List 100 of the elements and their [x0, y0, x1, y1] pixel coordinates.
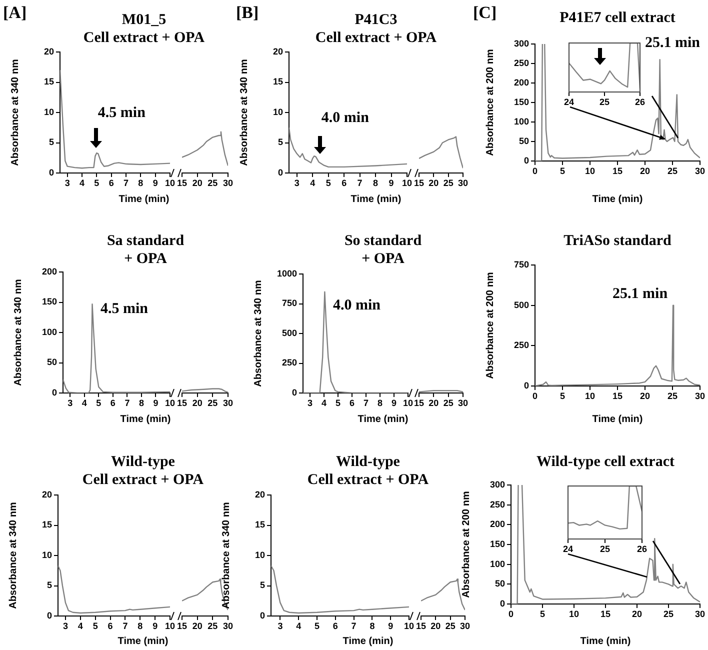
x-tick-label: 7: [363, 398, 369, 408]
x-tick-label: 8: [373, 178, 378, 188]
y-tick-label: 0: [524, 155, 529, 166]
x-tick-label: 3: [68, 398, 73, 408]
y-axis-title: Absorbance at 340 nm: [8, 502, 19, 609]
y-tick-label: 100: [42, 326, 57, 337]
x-tick-label: 5: [335, 398, 341, 408]
x-tick-label: 20: [428, 178, 439, 188]
x-tick-label: 25: [599, 96, 610, 107]
chart-title: P41C3: [354, 12, 398, 28]
x-tick-label: 6: [110, 398, 116, 408]
x-axis-title: Time (min): [579, 636, 632, 648]
x-tick-label: 4: [79, 178, 85, 188]
text: [C]: [473, 3, 497, 23]
y-tick-label: 20: [44, 46, 54, 56]
x-tick-label: 24: [562, 544, 574, 554]
x-tick-label: 30: [460, 620, 470, 631]
chart-subtitle: + OPA: [123, 250, 168, 268]
x-tick-label: 20: [640, 390, 650, 401]
x-tick-label: 15: [176, 398, 188, 408]
x-tick-label: 10: [584, 390, 596, 401]
x-axis-title: Time (min): [342, 636, 394, 648]
x-tick-label: 7: [357, 178, 362, 188]
x-tick-label: 25: [667, 390, 678, 401]
x-tick-label: 3: [307, 398, 313, 408]
x-tick-label: 25: [667, 166, 678, 176]
y-axis-title: Absorbance at 340 nm: [252, 280, 264, 387]
chart-title: Sa standard: [106, 232, 186, 250]
x-tick-label: 10: [584, 166, 596, 176]
y-axis-title: Absorbance at 340 nm: [12, 279, 24, 386]
x-tick-label: 5: [540, 608, 546, 619]
y-tick-label: 150: [490, 538, 505, 549]
x-tick-label: 20: [430, 620, 441, 631]
x-tick-label: 5: [92, 620, 98, 631]
y-tick-label: 5: [48, 137, 54, 148]
y-tick-label: 10: [44, 106, 54, 117]
y-tick-label: 500: [282, 328, 297, 338]
x-tick-label: 4: [78, 620, 83, 631]
x-tick-label: 9: [388, 620, 394, 631]
y-tick-label: 15: [272, 76, 283, 87]
y-axis-title: Absorbance at 340 nm: [220, 502, 232, 609]
x-tick-label: 9: [152, 178, 158, 188]
x-tick-label: 7: [122, 620, 128, 631]
x-tick-label: 25: [445, 620, 456, 631]
x-tick-label: 30: [694, 608, 706, 619]
x-tick-label: 15: [414, 398, 424, 408]
x-tick-label: 30: [222, 398, 234, 408]
y-tick-label: 5: [260, 580, 265, 590]
x-tick-label: 24: [564, 96, 574, 107]
x-tick-label: 5: [326, 178, 331, 188]
x-tick-label: 25: [600, 544, 610, 554]
x-tick-label: 6: [108, 620, 113, 631]
y-tick-label: 0: [500, 598, 505, 608]
y-tick-label: 20: [272, 46, 283, 56]
x-tick-label: 30: [694, 166, 706, 176]
x-tick-label: 5: [96, 398, 102, 408]
y-tick-label: 50: [494, 578, 505, 589]
y-axis-title: Absorbance at 200 nm: [460, 491, 472, 598]
y-tick-label: 50: [518, 136, 529, 146]
x-tick-label: 15: [414, 178, 424, 188]
x-tick-label: 25: [443, 398, 454, 408]
x-axis-title: Time (min): [350, 194, 402, 206]
annotation: 25.1 min: [645, 35, 700, 52]
chart-subtitle: + OPA: [362, 251, 404, 267]
chart-title: M01_5: [122, 12, 166, 28]
annotation: 4.0 min: [321, 110, 370, 126]
x-tick-label: 25: [208, 398, 218, 408]
x-tick-label: 10: [402, 178, 412, 188]
y-tick-label: 300: [514, 38, 529, 48]
x-tick-label: 8: [370, 620, 375, 631]
x-tick-label: 5: [560, 166, 566, 176]
y-tick-label: 250: [490, 499, 505, 510]
x-tick-label: 25: [663, 608, 674, 619]
x-tick-label: 15: [416, 620, 426, 631]
x-tick-label: 20: [640, 166, 650, 176]
x-axis-title: Time (min): [356, 414, 410, 426]
y-axis-title: Absorbance at 340 nm: [238, 59, 250, 166]
y-tick-label: 250: [514, 340, 529, 350]
x-tick-label: 7: [351, 620, 356, 631]
y-tick-label: 100: [490, 558, 505, 569]
text: [B]: [236, 3, 259, 23]
x-tick-label: 8: [377, 398, 383, 408]
x-tick-label: 10: [404, 620, 414, 631]
y-tick-label: 20: [42, 489, 52, 500]
x-tick-label: 4: [310, 178, 316, 188]
chart-subtitle: Cell extract + OPA: [81, 471, 205, 489]
x-tick-label: 30: [222, 178, 234, 188]
chart-subtitle: Cell extract + OPA: [315, 30, 437, 46]
x-tick-label: 5: [314, 620, 320, 631]
x-tick-label: 4: [296, 620, 302, 631]
x-tick-label: 15: [600, 608, 611, 619]
x-tick-label: 8: [138, 620, 143, 631]
annotation: 4.5 min: [100, 300, 149, 317]
y-axis-title: Absorbance at 340 nm: [10, 59, 21, 166]
x-tick-label: 15: [176, 178, 188, 188]
x-tick-label: 6: [332, 620, 338, 631]
annotation: 25.1 min: [612, 286, 668, 302]
y-tick-label: 250: [514, 58, 529, 68]
text: [A]: [3, 3, 27, 23]
y-tick-label: 0: [524, 380, 529, 390]
